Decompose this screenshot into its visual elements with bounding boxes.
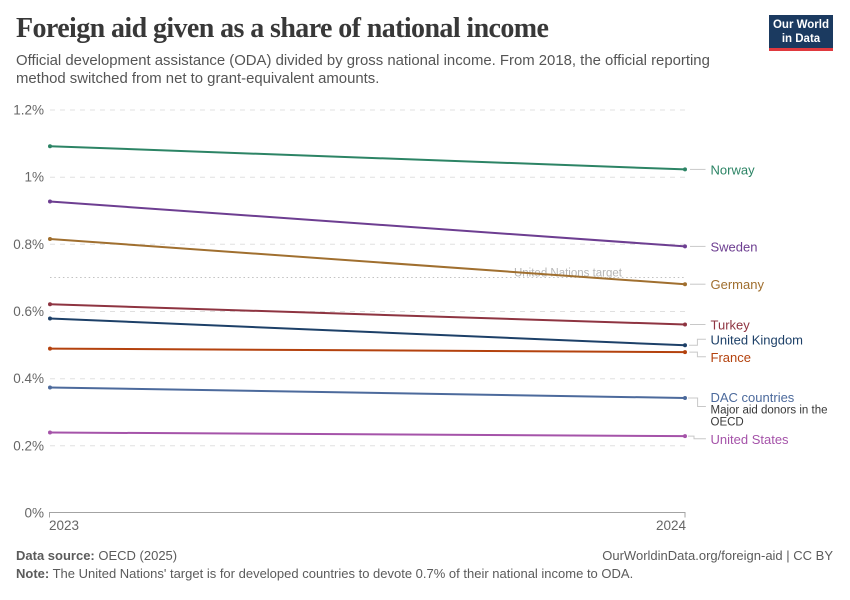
svg-text:0.2%: 0.2% xyxy=(13,438,44,453)
svg-text:0%: 0% xyxy=(24,506,44,521)
svg-text:2024: 2024 xyxy=(656,518,687,533)
svg-text:1%: 1% xyxy=(24,170,44,185)
svg-text:France: France xyxy=(711,350,751,365)
svg-text:United States: United States xyxy=(711,432,790,447)
svg-text:Sweden: Sweden xyxy=(711,239,758,254)
svg-text:Major aid donors in the: Major aid donors in the xyxy=(711,405,828,417)
svg-text:1.2%: 1.2% xyxy=(13,103,44,118)
svg-text:0.4%: 0.4% xyxy=(13,371,44,386)
svg-text:United Nations target: United Nations target xyxy=(514,268,623,280)
svg-text:Turkey: Turkey xyxy=(711,318,751,333)
svg-text:Germany: Germany xyxy=(711,277,765,292)
svg-text:OECD: OECD xyxy=(711,417,744,429)
svg-text:United Kingdom: United Kingdom xyxy=(711,333,804,348)
svg-text:0.6%: 0.6% xyxy=(13,304,44,319)
svg-text:2023: 2023 xyxy=(49,518,79,533)
svg-text:DAC countries: DAC countries xyxy=(711,390,795,405)
svg-text:0.8%: 0.8% xyxy=(13,237,44,252)
svg-text:Norway: Norway xyxy=(711,162,756,177)
